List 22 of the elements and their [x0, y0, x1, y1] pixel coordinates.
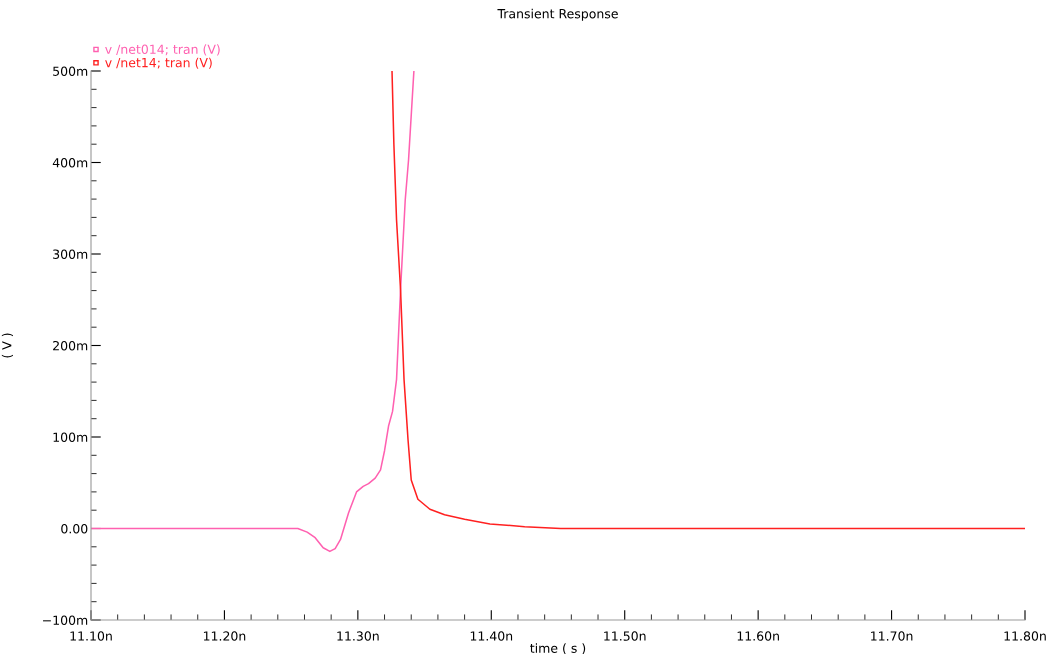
x-tick-label: 11.70n [871, 631, 913, 641]
y-axis-title: ( V ) [1, 333, 13, 358]
y-tick-label: −100m [43, 615, 88, 625]
y-tick-label: 0.00 [61, 523, 88, 534]
chart-title: Transient Response [497, 8, 618, 21]
x-axis-title: time ( s ) [530, 643, 586, 654]
x-tick-label: 11.10n [70, 631, 112, 641]
x-tick-label: 11.80n [1004, 631, 1046, 641]
x-tick-label: 11.20n [203, 631, 246, 641]
y-tick-label: 500m [53, 66, 88, 76]
legend-label: v /net14; tran (V) [105, 57, 212, 69]
line-series [391, 71, 1025, 530]
x-tick-label: 11.50n [604, 631, 646, 641]
line-series [91, 71, 415, 553]
x-tick-label: 11.30n [337, 631, 379, 641]
y-tick-label: 100m [53, 432, 88, 442]
legend-label: v /net014; tran (V) [105, 44, 220, 56]
y-tick-label: 200m [53, 340, 88, 351]
y-tick-label: 300m [53, 249, 88, 259]
x-tick-label: 11.60n [737, 631, 779, 641]
y-tick-label: 400m [52, 157, 88, 168]
x-tick-label: 11.40n [470, 631, 513, 641]
